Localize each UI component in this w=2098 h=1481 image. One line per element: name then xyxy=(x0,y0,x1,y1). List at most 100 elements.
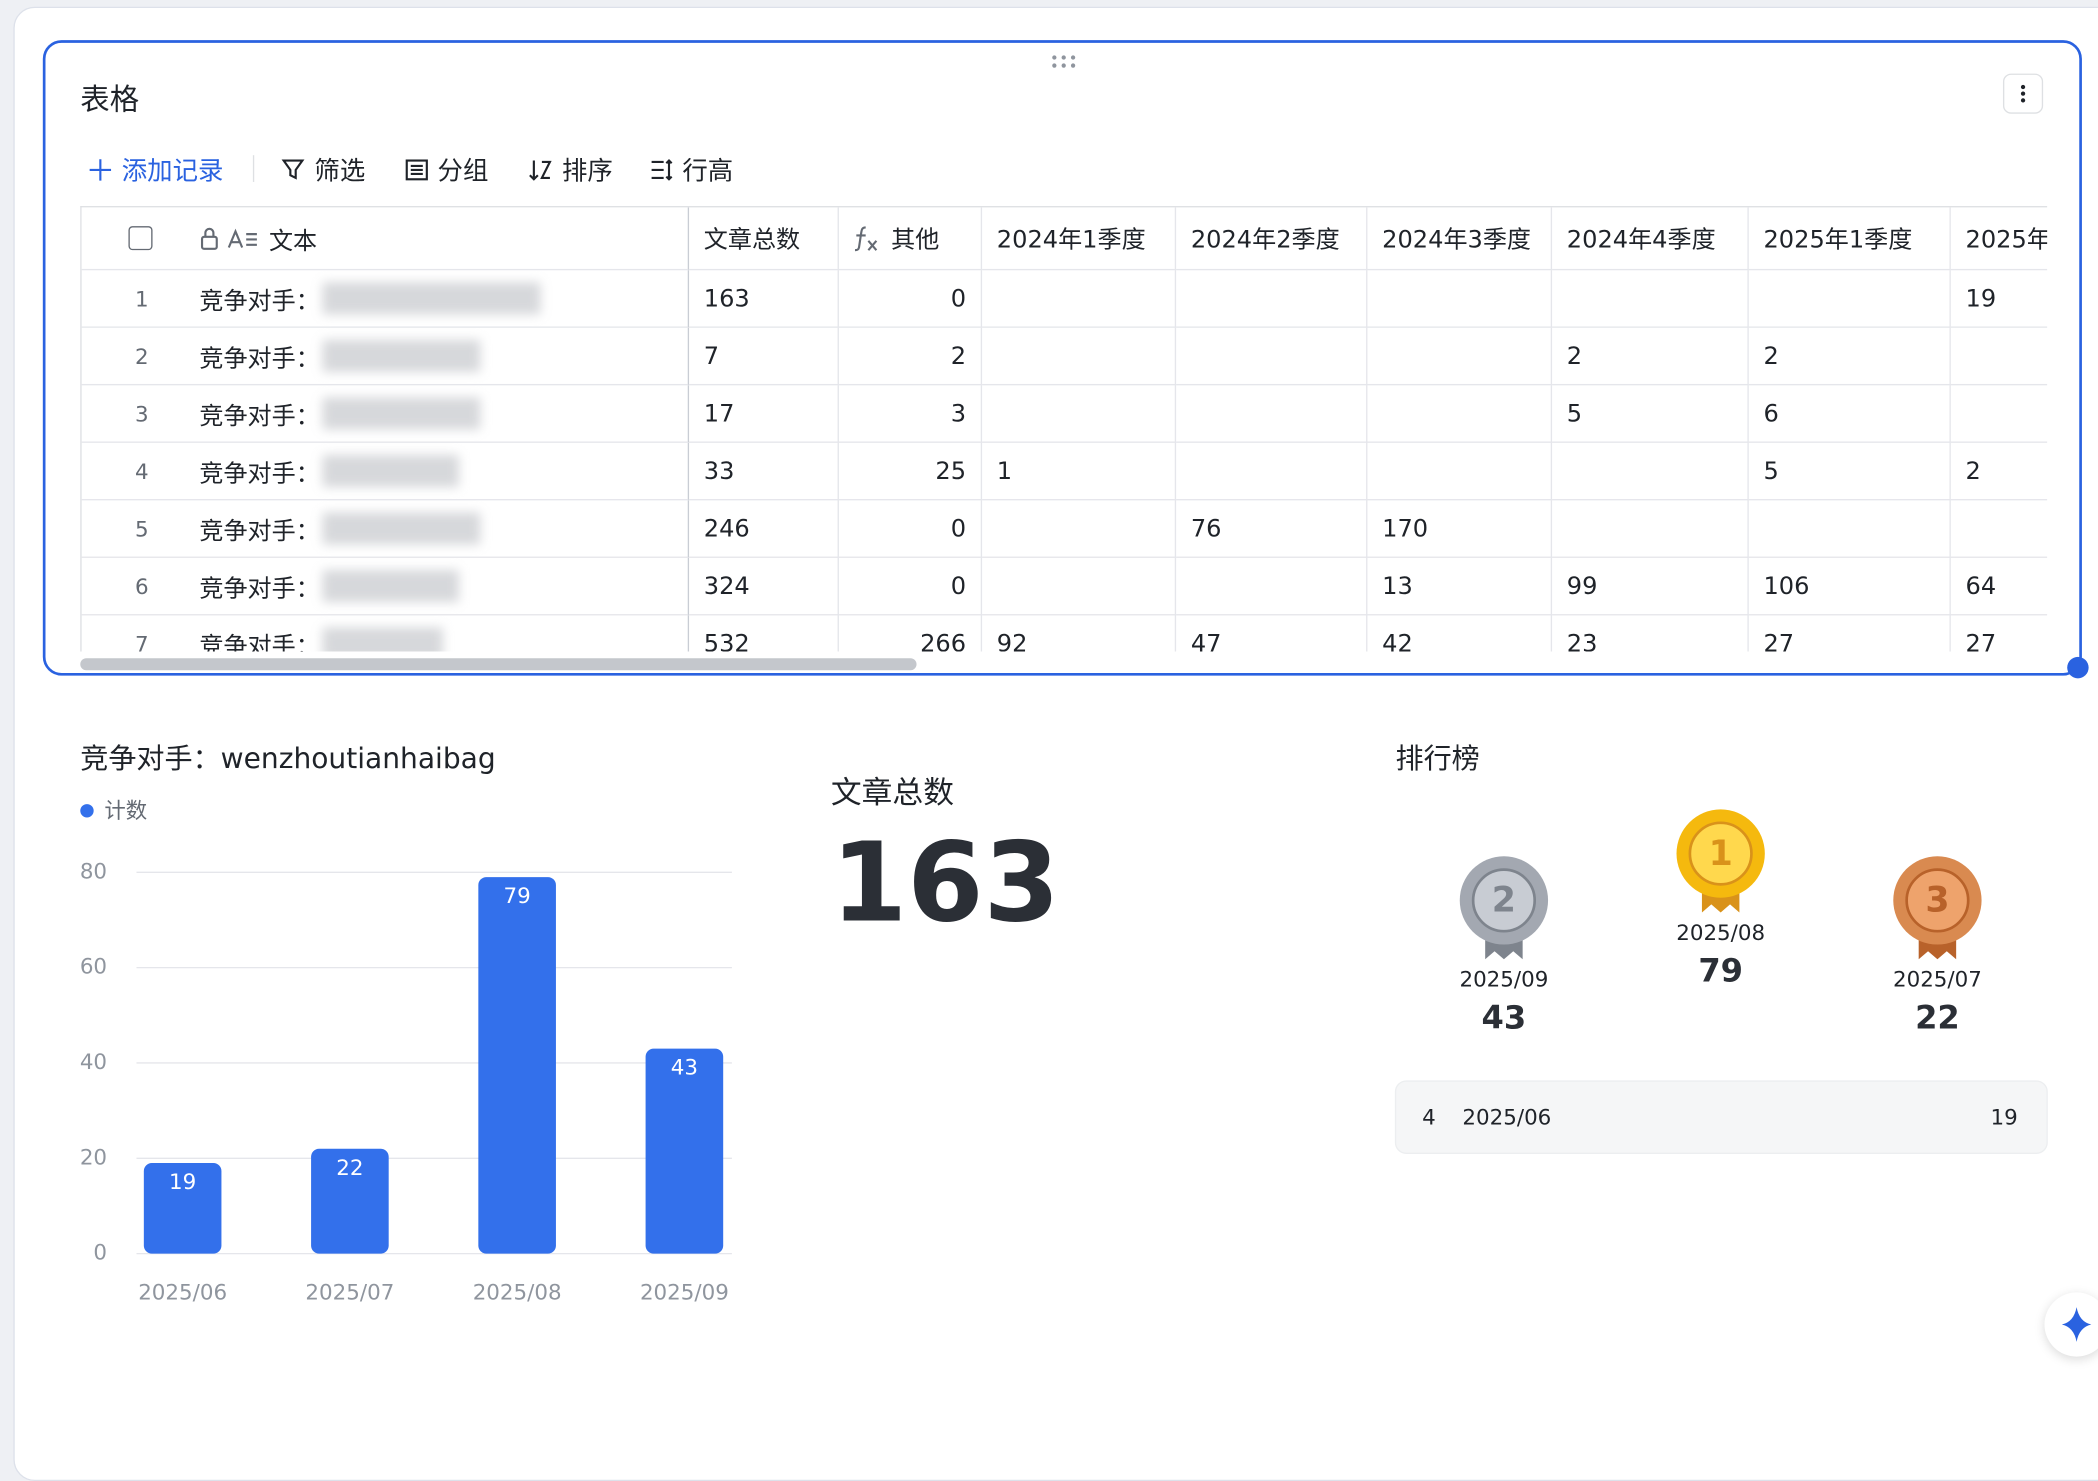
toolbar-divider xyxy=(252,155,255,182)
block-title: 表格 xyxy=(80,84,140,118)
column-header[interactable]: 文章总数 xyxy=(689,207,839,271)
drag-handle[interactable] xyxy=(1049,54,1078,70)
table-cell: 0 xyxy=(838,557,983,616)
table-cell: 27 xyxy=(1951,615,2047,651)
redacted xyxy=(322,282,541,315)
x-tick-label: 2025/08 xyxy=(473,1281,562,1306)
toolbar-button[interactable]: 筛选 xyxy=(281,151,365,187)
ai-icon xyxy=(2061,1307,2092,1342)
table-cell: 17 xyxy=(689,385,839,443)
toolbar-button[interactable]: 分组 xyxy=(404,151,488,187)
toolbar-label: 添加记录 xyxy=(121,156,224,186)
legend-swatch xyxy=(80,804,94,818)
medal-rank: 2 xyxy=(1492,881,1516,921)
row-name: 竞争对手： xyxy=(199,402,320,431)
table-cell xyxy=(1176,442,1368,501)
toolbar-button[interactable]: 添加记录 xyxy=(88,151,223,187)
rank-label: 2025/07 xyxy=(1893,968,1982,993)
column-header: 文本 xyxy=(268,226,318,255)
medal-inner xyxy=(1905,868,1970,933)
redacted xyxy=(322,627,443,652)
rank-value: 79 xyxy=(1698,952,1743,990)
column-header[interactable]: 2024年1季度 xyxy=(982,207,1177,271)
column-title: 2024年3季度 xyxy=(1382,226,1532,255)
column-header[interactable]: 2025年1季度 xyxy=(1748,207,1951,271)
table-cell xyxy=(1176,327,1368,386)
scrollbar[interactable] xyxy=(80,658,917,671)
row-name: 竞争对手： xyxy=(199,286,320,316)
table-cell xyxy=(1367,442,1553,501)
column-header[interactable]: 2024年4季度 xyxy=(1552,207,1749,271)
row-header xyxy=(81,385,690,443)
bar-value-label: 43 xyxy=(671,1056,698,1081)
icon xyxy=(529,159,552,181)
icon xyxy=(200,227,257,250)
page: {"header":{"title":"表格"}, "toolbar":["添加… xyxy=(13,6,2098,1481)
table-cell xyxy=(982,327,1177,386)
column-icons xyxy=(199,226,263,258)
row-header xyxy=(81,442,690,501)
redacted xyxy=(322,397,481,430)
table-cell: 99 xyxy=(1552,557,1749,616)
table-cell: 25 xyxy=(838,442,983,501)
row-name: 竞争对手： xyxy=(199,344,320,373)
toolbar-label: 排序 xyxy=(561,156,613,186)
ai-button[interactable] xyxy=(2044,1292,2098,1357)
table-cell xyxy=(1552,442,1749,501)
table-cell xyxy=(982,270,1177,328)
column-header[interactable]: 2024年3季度 xyxy=(1367,207,1553,271)
table-cell: 2 xyxy=(838,327,983,386)
toolbar-label: 分组 xyxy=(437,156,489,186)
row-index: 7 xyxy=(135,631,149,652)
resize-handle[interactable] xyxy=(2067,656,2089,679)
icon xyxy=(854,226,878,252)
y-tick-label: 80 xyxy=(80,859,107,884)
medal-rank: 3 xyxy=(1925,881,1949,921)
redacted xyxy=(322,454,459,487)
table-cell: 47 xyxy=(1176,615,1368,652)
row-index: 5 xyxy=(135,516,149,542)
x-tick-label: 2025/07 xyxy=(305,1281,394,1306)
table-cell: 2 xyxy=(1748,327,1951,386)
icon xyxy=(89,158,112,180)
row-index: 3 xyxy=(135,401,149,427)
table-cell: 2 xyxy=(1950,443,2048,501)
column-header[interactable]: 2025年 xyxy=(1950,207,2048,271)
redacted xyxy=(322,339,481,372)
icon xyxy=(281,158,305,180)
table-cell xyxy=(1950,385,2048,443)
medal-inner xyxy=(1471,868,1537,933)
table-cell: 92 xyxy=(982,615,1177,652)
select-all-checkbox[interactable] xyxy=(128,226,153,251)
y-tick-label: 0 xyxy=(93,1241,107,1266)
column-header[interactable]: 其他 xyxy=(838,207,983,271)
toolbar-button[interactable]: 排序 xyxy=(529,151,613,187)
toolbar-button[interactable]: 行高 xyxy=(649,151,733,187)
table-cell: 246 xyxy=(689,500,839,558)
column-header[interactable]: 2024年2季度 xyxy=(1176,207,1368,271)
rank-row xyxy=(1394,1080,2048,1154)
rank-value: 19 xyxy=(1990,1105,2017,1130)
table-cell xyxy=(1950,500,2048,558)
row-header xyxy=(81,500,690,558)
redacted xyxy=(322,569,459,603)
table-cell xyxy=(1748,500,1951,558)
bar xyxy=(311,1148,389,1254)
rank-label: 2025/06 xyxy=(1462,1105,1551,1130)
table-cell: 7 xyxy=(689,327,839,386)
table-cell: 5 xyxy=(1552,385,1749,443)
table-cell xyxy=(1748,270,1951,328)
row-index: 6 xyxy=(135,573,149,600)
table-cell: 76 xyxy=(1176,500,1368,558)
row-name: 竞争对手： xyxy=(199,632,320,652)
row-name: 竞争对手： xyxy=(199,459,320,488)
bar xyxy=(143,1163,222,1254)
rank-label: 2025/09 xyxy=(1459,968,1548,993)
table-cell: 3 xyxy=(838,385,983,443)
y-tick-label: 40 xyxy=(80,1050,107,1075)
more-button[interactable] xyxy=(2002,73,2044,114)
table-cell xyxy=(982,557,1177,616)
column-title: 2024年2季度 xyxy=(1190,226,1340,255)
table-block[interactable] xyxy=(42,40,2082,676)
header-cell xyxy=(81,207,690,271)
